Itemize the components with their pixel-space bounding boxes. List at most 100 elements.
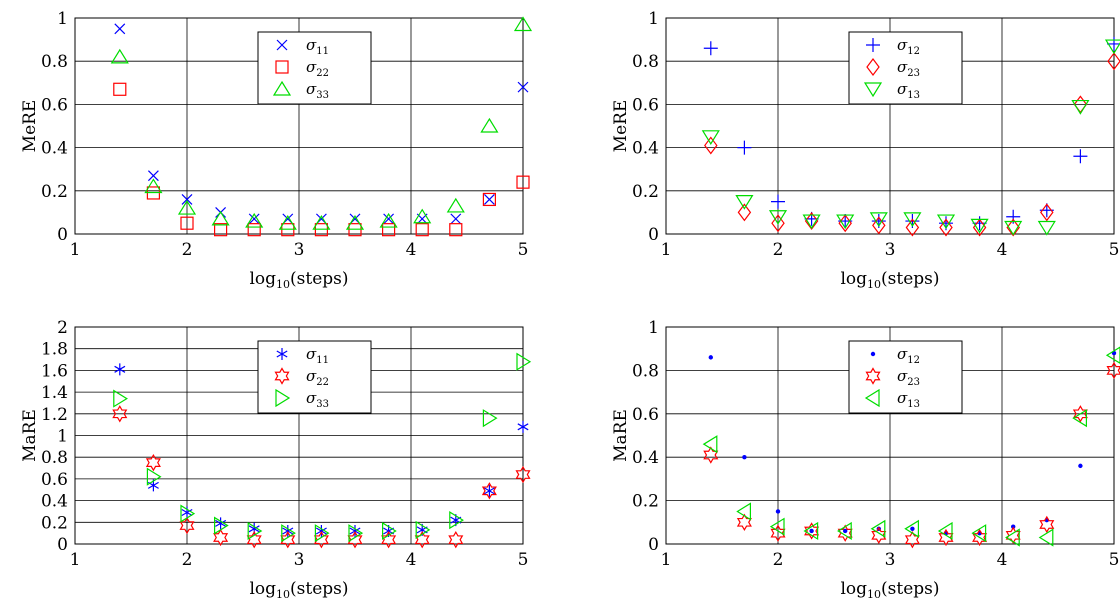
data-point [482,409,498,428]
series-3 [113,352,532,543]
chart-panel-2: 1 2 3 4 500.20.40.60.81log10(steps)MeREσ12σ2… [611,9,1120,291]
data-point [247,223,261,237]
x-axis-label: log10(steps) [249,269,348,291]
data-point [904,530,920,549]
legend-subscript: 11 [316,355,329,366]
data-point [113,389,128,408]
data-point [379,212,398,228]
x-tick-label: 4 [997,550,1008,570]
legend-subscript: 23 [907,68,920,79]
data-point [843,528,848,534]
x-axis-label-part: log [249,269,276,289]
y-tick-label: 0.6 [41,470,68,490]
data-point [1039,515,1055,534]
legend-entry: σ33 [306,80,329,101]
legend-symbol: σ [897,345,908,363]
y-tick-label: 1 [648,9,659,29]
data-point [480,117,499,133]
y-tick-label: 0.8 [632,361,659,381]
x-axis-label-subscript: 10 [276,278,290,291]
x-tick-label: 3 [885,240,896,260]
data-point [701,130,720,145]
data-point [348,524,364,543]
legend-entry: σ12 [897,345,920,366]
data-point [114,363,126,376]
data-point [936,214,956,230]
data-point [703,41,718,56]
data-point [809,528,814,534]
data-point [803,521,819,541]
data-point [971,524,987,543]
data-point [181,194,193,205]
legend-marker [272,80,292,96]
data-point [382,521,397,541]
data-point [278,215,297,230]
legend-symbol: σ [306,36,317,54]
legend-marker [863,82,883,98]
legend-entry: σ13 [897,80,920,101]
legend-entry: σ11 [306,345,329,366]
y-tick-label: 0.4 [632,448,659,468]
legend-marker [864,388,880,408]
data-point [247,521,263,541]
x-tick-label: 5 [1109,240,1120,260]
legend-symbol: σ [306,367,317,385]
data-point [345,215,365,230]
x-tick-label: 2 [182,550,193,570]
data-point [836,214,855,230]
legend-symbol: σ [306,58,317,76]
x-tick-label: 2 [773,240,784,260]
y-tick-label: 0.4 [41,492,68,512]
y-tick-label: 0.6 [632,95,659,115]
data-point [513,16,533,32]
legend-entry: σ13 [897,389,920,410]
legend-symbol: σ [306,345,317,363]
legend-entry: σ33 [306,389,329,410]
data-point [708,355,713,360]
x-tick-label: 1 [70,550,81,570]
x-axis-label-part: log [249,579,276,599]
data-point [145,453,161,472]
data-point [736,502,752,521]
data-point [768,210,788,225]
data-point [737,203,752,222]
data-point [517,420,529,433]
data-point [1004,220,1023,236]
data-point [114,23,126,35]
data-point [449,511,464,530]
data-point [837,521,852,541]
data-point [382,223,396,237]
data-point [970,218,989,234]
data-point [177,199,197,215]
data-point [413,208,432,224]
chart-panel-3: 1 2 3 4 500.20.40.60.811.21.41.61.82log10(st… [20,318,532,601]
y-tick-label: 0 [57,535,68,555]
data-point [939,218,953,237]
data-point [903,212,922,228]
data-point [769,517,785,536]
x-tick-label: 4 [406,240,417,260]
data-point [450,213,462,225]
data-point [314,524,330,543]
x-axis-label-part: log [840,579,867,599]
y-tick-label: 0.2 [41,513,68,533]
legend-subscript: 33 [316,399,329,410]
y-tick-label: 0.4 [41,139,68,159]
data-point [1107,36,1120,51]
legend-marker [274,367,290,385]
data-point [1073,149,1088,164]
legend-marker [866,38,880,52]
data-point [214,516,229,535]
y-axis-label: MaRE [20,409,40,462]
data-point [736,513,752,531]
series-3 [701,39,1120,236]
y-tick-label: 2 [57,318,68,338]
legend-marker [870,351,876,357]
data-point [937,521,953,541]
data-point [1104,39,1120,55]
legend-symbol: σ [897,58,908,76]
legend-subscript: 11 [316,46,329,57]
legend-marker [275,388,291,408]
